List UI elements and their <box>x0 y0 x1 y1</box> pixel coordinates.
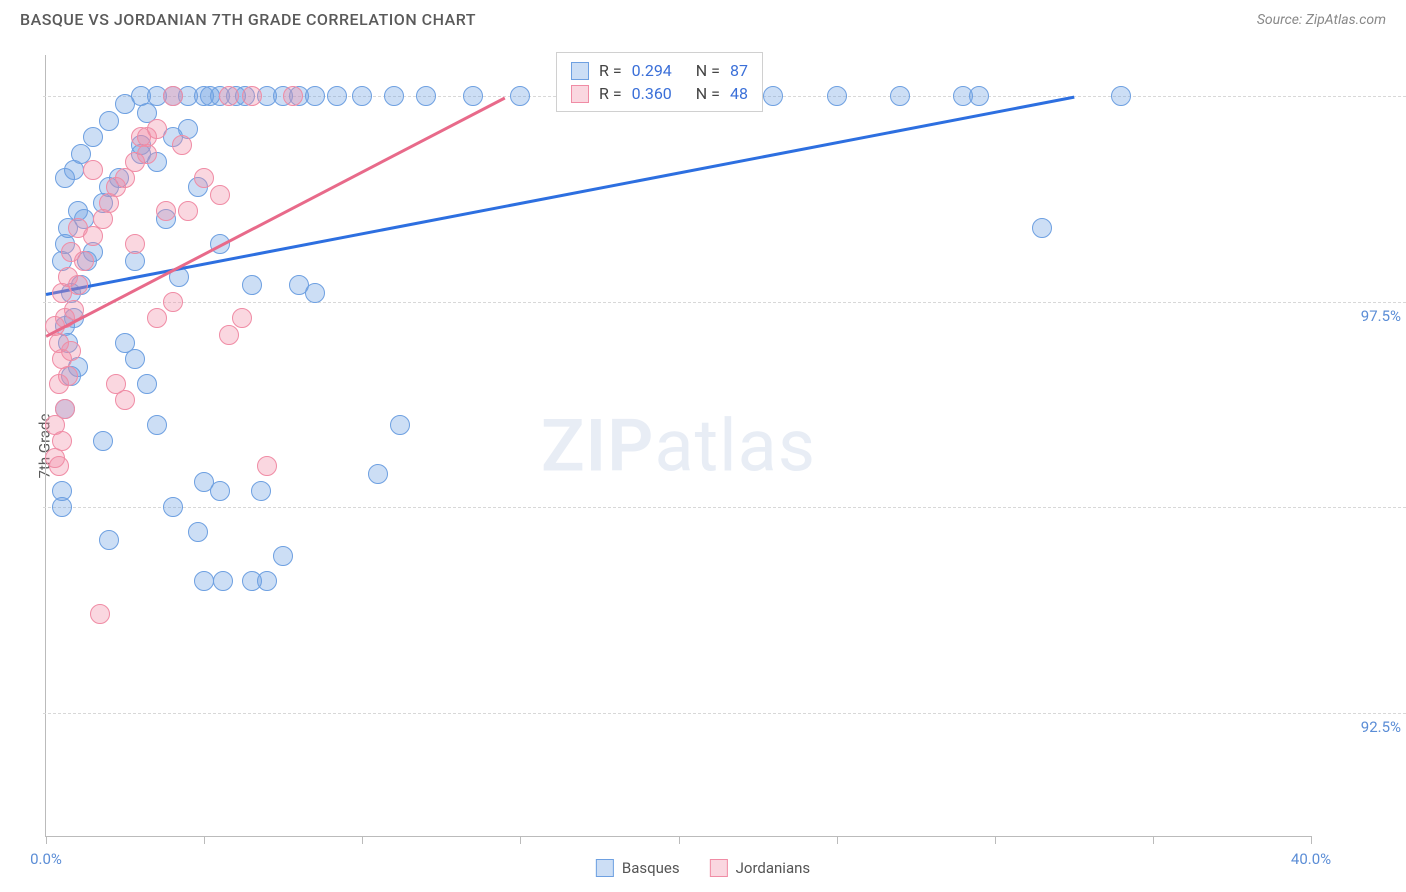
data-point <box>49 456 69 476</box>
data-point <box>55 399 75 419</box>
data-point <box>827 86 847 106</box>
legend-swatch <box>596 859 614 877</box>
data-point <box>390 415 410 435</box>
data-point <box>1111 86 1131 106</box>
legend-label: Jordanians <box>736 859 811 877</box>
data-point <box>232 308 252 328</box>
gridline <box>43 507 1406 508</box>
data-point <box>416 86 436 106</box>
data-point <box>273 546 293 566</box>
x-tick <box>520 836 521 844</box>
data-point <box>251 481 271 501</box>
stats-legend: R = 0.294 N = 87 R = 0.360 N = 48 <box>556 52 763 112</box>
legend-row: R = 0.294 N = 87 <box>571 59 748 82</box>
data-point <box>257 571 277 591</box>
n-label: N = <box>696 84 720 103</box>
chart-header: BASQUE VS JORDANIAN 7TH GRADE CORRELATIO… <box>0 0 1406 37</box>
data-point <box>131 86 151 106</box>
r-value: 0.294 <box>632 61 672 80</box>
data-point <box>137 374 157 394</box>
x-tick <box>1153 836 1154 844</box>
data-point <box>90 604 110 624</box>
x-tick <box>362 836 363 844</box>
data-point <box>327 86 347 106</box>
data-point <box>178 201 198 221</box>
data-point <box>163 292 183 312</box>
x-tick-label: 0.0% <box>30 850 62 868</box>
scatter-chart: ZIPatlas 92.5%97.5%0.0%40.0% R =0.294N =… <box>45 55 1311 837</box>
r-label: R = <box>599 61 622 80</box>
source-attribution: Source: ZipAtlas.com <box>1257 12 1386 28</box>
legend-swatch <box>710 859 728 877</box>
data-point <box>763 86 783 106</box>
n-label: N = <box>696 61 720 80</box>
r-label: R = <box>599 84 622 103</box>
data-point <box>83 127 103 147</box>
data-point <box>137 127 157 147</box>
data-point <box>163 86 183 106</box>
legend-row: R = 0.360 N = 48 <box>571 82 748 105</box>
data-point <box>305 86 325 106</box>
data-point <box>68 218 88 238</box>
data-point <box>219 86 239 106</box>
legend-swatch <box>571 62 589 80</box>
data-point <box>463 86 483 106</box>
data-point <box>125 234 145 254</box>
data-point <box>242 275 262 295</box>
gridline <box>43 713 1406 714</box>
data-point <box>99 530 119 550</box>
data-point <box>147 308 167 328</box>
x-tick <box>46 836 47 844</box>
data-point <box>58 267 78 287</box>
data-point <box>213 571 233 591</box>
data-point <box>1032 218 1052 238</box>
series-legend: Basques Jordanians <box>596 859 810 877</box>
legend-item: Jordanians <box>710 859 811 877</box>
n-value: 48 <box>730 84 748 103</box>
x-tick <box>204 836 205 844</box>
data-point <box>194 168 214 188</box>
data-point <box>52 481 72 501</box>
x-tick <box>995 836 996 844</box>
legend-label: Basques <box>622 859 680 877</box>
x-tick <box>1311 836 1312 844</box>
data-point <box>125 349 145 369</box>
data-point <box>352 86 372 106</box>
r-value: 0.360 <box>632 84 672 103</box>
gridline <box>43 302 1406 303</box>
data-point <box>83 160 103 180</box>
x-tick <box>679 836 680 844</box>
data-point <box>283 86 303 106</box>
data-point <box>210 185 230 205</box>
chart-title: BASQUE VS JORDANIAN 7TH GRADE CORRELATIO… <box>20 10 476 29</box>
legend-item: Basques <box>596 859 680 877</box>
data-point <box>156 201 176 221</box>
x-tick-label: 40.0% <box>1291 850 1331 868</box>
data-point <box>147 415 167 435</box>
y-tick-label: 97.5% <box>1361 307 1401 325</box>
data-point <box>188 522 208 542</box>
data-point <box>93 431 113 451</box>
x-tick <box>837 836 838 844</box>
data-point <box>99 111 119 131</box>
data-point <box>61 242 81 262</box>
data-point <box>115 390 135 410</box>
data-point <box>969 86 989 106</box>
data-point <box>257 456 277 476</box>
plot-area: 92.5%97.5%0.0%40.0% <box>46 55 1311 836</box>
data-point <box>163 497 183 517</box>
data-point <box>368 464 388 484</box>
data-point <box>890 86 910 106</box>
data-point <box>172 135 192 155</box>
y-tick-label: 92.5% <box>1361 718 1401 736</box>
data-point <box>210 481 230 501</box>
legend-swatch <box>571 85 589 103</box>
data-point <box>510 86 530 106</box>
n-value: 87 <box>730 61 748 80</box>
data-point <box>305 283 325 303</box>
data-point <box>384 86 404 106</box>
data-point <box>219 325 239 345</box>
data-point <box>242 86 262 106</box>
data-point <box>194 571 214 591</box>
